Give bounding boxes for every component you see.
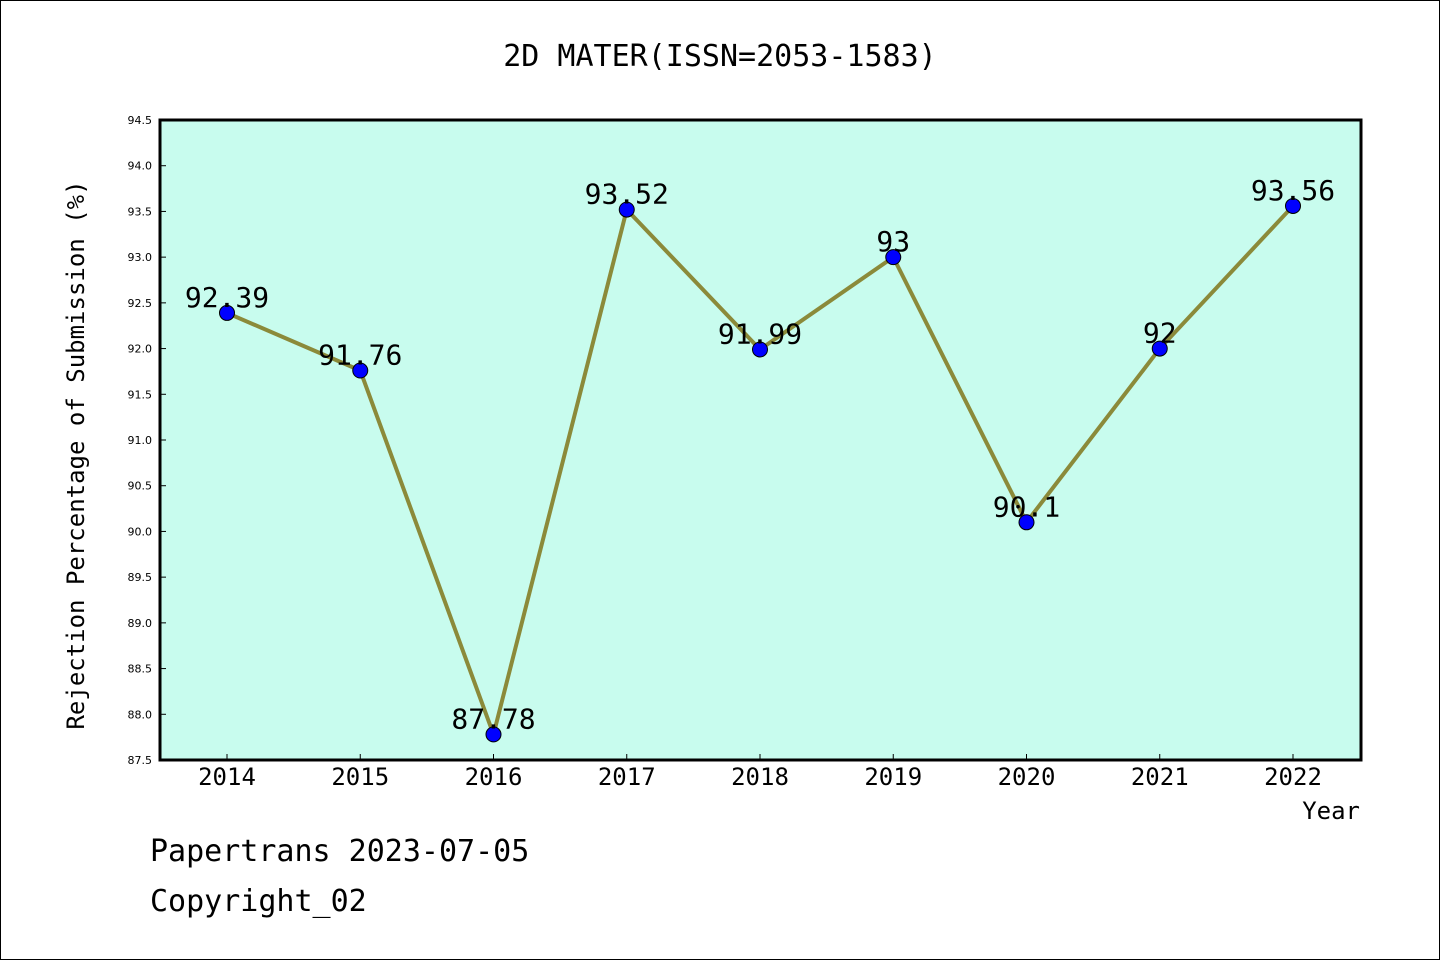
x-tick-label: 2020: [998, 763, 1056, 791]
data-label: 90.1: [993, 490, 1060, 523]
y-axis-label: Rejection Percentage of Submission (%): [62, 180, 90, 729]
data-point: [1151, 340, 1168, 357]
data-label: 91.76: [318, 339, 402, 372]
y-tick-label: 93.0: [128, 251, 153, 264]
x-tick-label: 2022: [1264, 763, 1322, 791]
data-label: 93: [876, 225, 910, 258]
plot-area: [160, 120, 1361, 760]
y-axis: 87.5 88.0 88.5 89.0 89.5 90.0 90.5 91.0 91.5 92.0…: [128, 114, 166, 767]
data-point: [618, 201, 635, 218]
data-label: 92: [1143, 317, 1177, 350]
data-label: 93.52: [585, 178, 669, 211]
x-tick-label: 2015: [331, 763, 389, 791]
y-tick-label: 94.0: [128, 160, 153, 173]
data-label: 87.78: [451, 702, 535, 735]
y-tick-label: 90.5: [128, 480, 153, 493]
data-label: 91.99: [718, 317, 802, 350]
footer-date-text: Papertrans 2023-07-05: [150, 834, 530, 869]
x-tick-label: 2019: [864, 763, 922, 791]
data-point: [752, 341, 768, 358]
x-tick-label: 2017: [598, 763, 656, 791]
series-markers: [219, 197, 1301, 743]
y-tick-label: 87.5: [128, 754, 153, 767]
footer-copyright-text: Copyright_02: [150, 884, 367, 919]
data-point: [1285, 197, 1301, 214]
x-axis: 2014 2015 2016 2017 2018 2019 2020 2021 2022: [198, 754, 1322, 791]
x-axis-label: Year: [1302, 797, 1360, 825]
y-tick-label: 91.5: [128, 388, 153, 401]
data-label: 92.39: [185, 281, 269, 314]
x-tick-label: 2018: [731, 763, 789, 791]
x-tick-label: 2014: [198, 763, 256, 791]
y-tick-label: 89.5: [128, 571, 153, 584]
data-point: [485, 726, 502, 743]
y-tick-label: 92.5: [128, 297, 153, 310]
data-point: [352, 362, 369, 379]
plot-border: [158, 118, 1363, 762]
y-tick-label: 91.0: [128, 434, 153, 447]
y-tick-label: 89.0: [128, 617, 153, 630]
data-point: [219, 304, 235, 321]
x-tick-label: 2016: [465, 763, 523, 791]
y-tick-label: 88.0: [128, 708, 153, 721]
x-tick-label: 2021: [1131, 763, 1189, 791]
y-tick-label: 92.0: [128, 343, 153, 356]
chart-title: 2D MATER(ISSN=2053-1583): [503, 39, 936, 74]
y-tick-label: 94.5: [128, 114, 153, 127]
y-tick-label: 90.0: [128, 525, 153, 538]
data-labels: 92.39 91.76 87.78 93.52 91.99 93 90.1 92 93.56: [185, 174, 1335, 735]
y-tick-label: 88.5: [128, 663, 153, 676]
y-tick-label: 93.5: [128, 205, 153, 218]
data-point: [885, 249, 902, 266]
data-label: 93.56: [1251, 174, 1335, 207]
data-point: [1018, 514, 1035, 531]
